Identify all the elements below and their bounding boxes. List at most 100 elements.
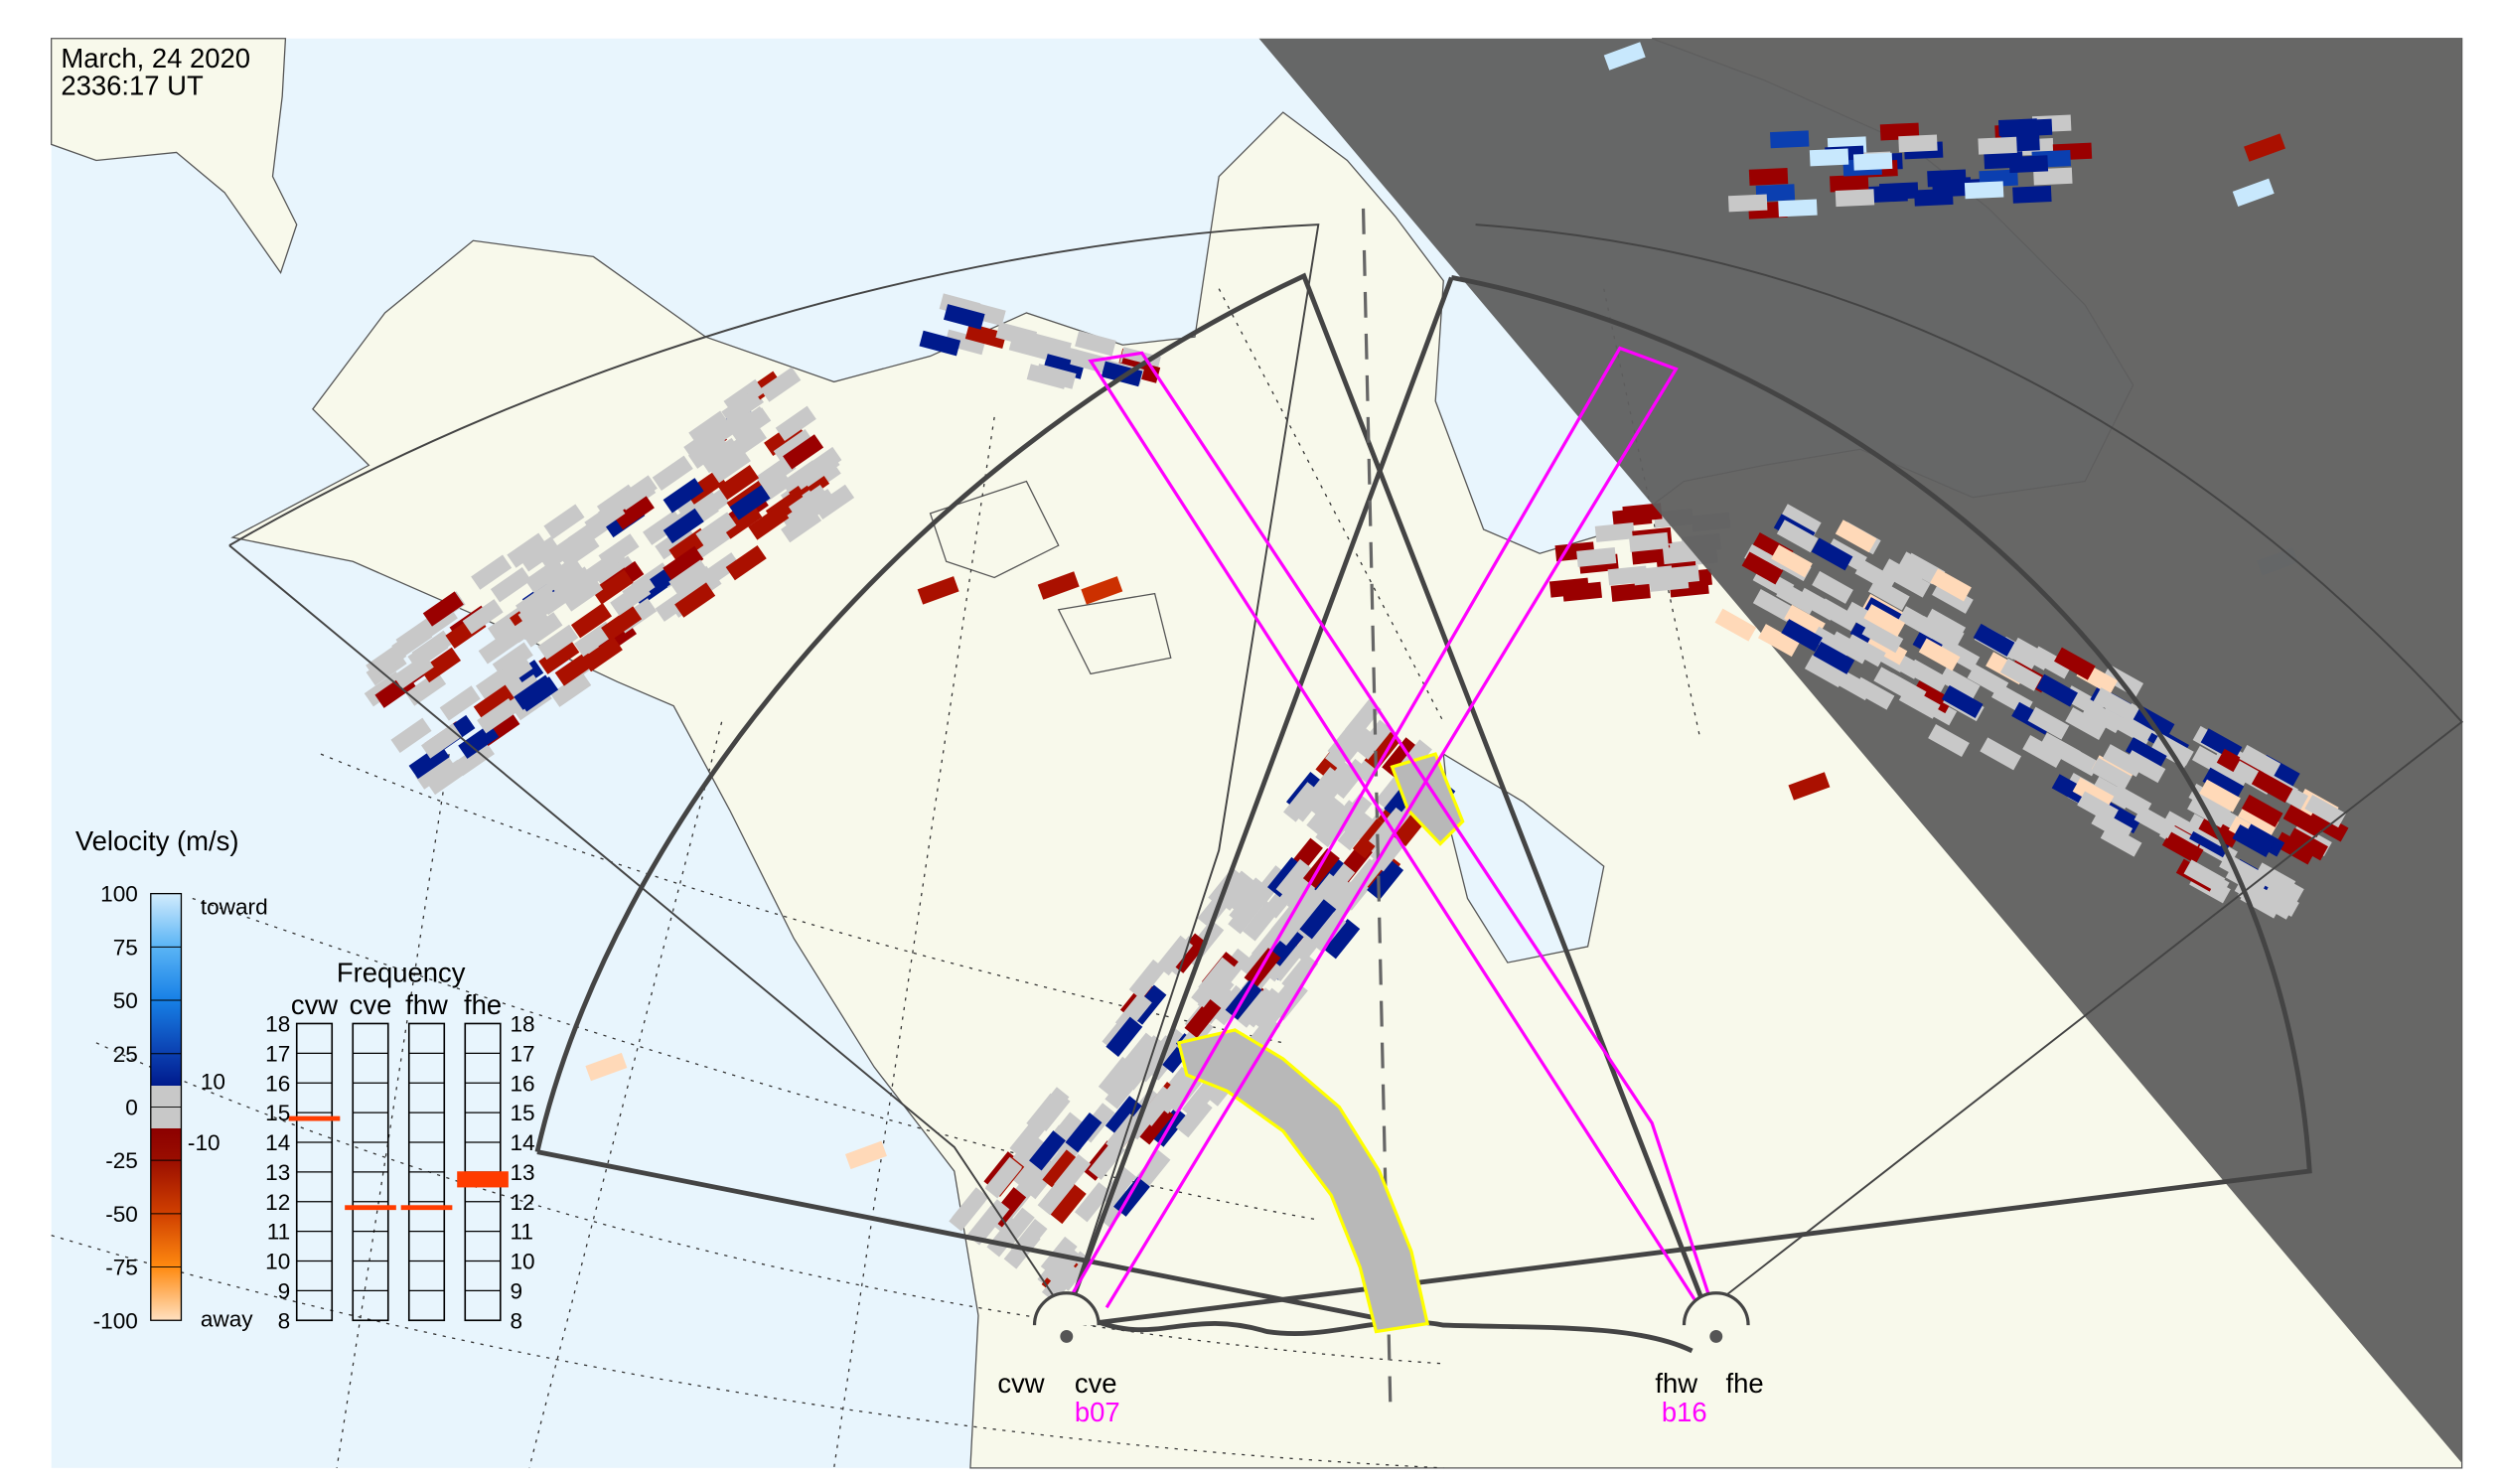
scatter-cell	[521, 612, 563, 648]
scatter-cell	[2134, 806, 2176, 839]
scatter-cell	[1228, 894, 1265, 935]
scatter-cell	[1049, 1183, 1087, 1225]
scatter-cell	[1105, 1016, 1143, 1057]
scatter-cell	[1306, 795, 1344, 835]
scatter-cell	[1881, 558, 1923, 592]
scatter-cell	[709, 447, 751, 484]
scatter-cell	[1181, 1079, 1219, 1119]
scatter-cell	[1898, 685, 1941, 719]
scatter-cell	[964, 300, 1006, 327]
scatter-cell	[1914, 188, 1954, 207]
frequency-tick-left: 16	[265, 1071, 290, 1096]
scatter-cell	[2161, 830, 2204, 864]
station-label-cve: cve	[1075, 1368, 1117, 1399]
fh-fov-edge	[1064, 276, 1454, 1317]
velocity-legend: Velocity (m/s) 100 75 50 25 0 -25 -50 -75 -100 t…	[75, 825, 268, 1333]
scatter-cell	[1784, 604, 1826, 638]
scatter-cell	[1776, 519, 1819, 553]
scatter-cell	[1964, 181, 2004, 200]
radar-scatter-cells	[364, 293, 2298, 1302]
scatter-cell	[1918, 638, 1961, 671]
scatter-cell	[2232, 824, 2275, 858]
cv-fov-thin	[228, 223, 1320, 1316]
scatter-cell	[1788, 772, 1831, 801]
scatter-cell	[1184, 997, 1222, 1038]
scatter-cell	[1594, 522, 1635, 542]
scatter-cell	[2093, 687, 2135, 721]
scatter-cell	[2008, 155, 2049, 174]
station-label-fhw: fhw	[1655, 1368, 1697, 1399]
scatter-cell	[1714, 608, 1757, 642]
fh-fov-thin	[1475, 223, 2464, 1317]
scatter-cell	[1770, 130, 1810, 149]
scatter-cell	[1133, 1149, 1171, 1190]
scatter-cell	[952, 1187, 989, 1228]
scatter-cell	[1852, 152, 1893, 171]
scatter-cell	[414, 754, 457, 790]
scatter-cell	[390, 717, 432, 753]
scatter-cell	[405, 670, 447, 706]
scatter-cell	[2012, 118, 2053, 137]
scatter-cell	[601, 605, 643, 642]
scatter-cell	[1136, 1105, 1174, 1145]
scatter-cell	[2039, 732, 2081, 766]
scatter-cell	[972, 1199, 1010, 1240]
scatter-cell	[1037, 1175, 1075, 1216]
frequency-tick-left: 17	[265, 1041, 290, 1066]
frequency-tick-left: 11	[267, 1220, 290, 1245]
scatter-cell	[1757, 624, 1800, 658]
station-cv	[1032, 1291, 1101, 1343]
scatter-cell	[1282, 889, 1320, 930]
scatter-cell	[1105, 1113, 1143, 1154]
scatter-cell	[539, 535, 581, 571]
scatter-cell	[781, 507, 822, 543]
frequency-tick-right: 15	[510, 1101, 534, 1125]
scatter-cell	[2240, 885, 2282, 919]
scatter-cell	[1030, 333, 1072, 359]
scatter-cell	[1603, 42, 1646, 71]
frequency-tick-left: 8	[278, 1308, 291, 1333]
scatter-cell	[1138, 1086, 1176, 1126]
scatter-cell	[2054, 647, 2096, 680]
scatter-cell	[1032, 1087, 1070, 1127]
scatter-cell	[517, 676, 559, 712]
scatter-cell	[718, 464, 760, 501]
cv-fov-thick	[534, 272, 1710, 1317]
scatter-cell	[1548, 577, 1590, 598]
scatter-cell	[1922, 614, 1965, 648]
scatter-cell	[2244, 133, 2285, 162]
frequency-title: Frequency	[337, 957, 466, 987]
scatter-cell	[1128, 959, 1166, 1000]
scatter-cell	[2199, 779, 2241, 813]
frequency-tick-left: 9	[278, 1278, 291, 1303]
scatter-cell	[1779, 504, 1822, 537]
scatter-cell	[2232, 178, 2275, 208]
scatter-cell	[1081, 576, 1123, 605]
scatter-cell	[1973, 623, 2015, 657]
scatter-cell	[1037, 571, 1080, 600]
scatter-cell	[2241, 794, 2283, 827]
scatter-cell	[490, 567, 531, 603]
scatter-cell	[1576, 546, 1617, 567]
scatter-cell	[492, 655, 533, 691]
scatter-cell	[1863, 604, 1906, 638]
scatter-cell	[518, 536, 560, 572]
beam-label-b16: b16	[1662, 1397, 1707, 1427]
scatter-cell	[755, 455, 797, 491]
scatter-cell	[1323, 919, 1361, 960]
scatter-cell	[1074, 1182, 1111, 1223]
scatter-cell	[1114, 992, 1152, 1033]
scatter-cell	[1612, 507, 1653, 527]
scatter-cell	[2202, 767, 2245, 801]
station-fh-dot	[1709, 1329, 1723, 1343]
date-label: March, 24 2020	[61, 43, 250, 74]
scatter-cell	[1156, 935, 1194, 976]
scatter-cell	[668, 559, 710, 595]
scatter-cell	[844, 1140, 887, 1170]
frequency-tick-right: 16	[510, 1071, 534, 1096]
scatter-cell	[1075, 330, 1116, 357]
scatter-cell	[2099, 704, 2141, 738]
frequency-radar-label: fhe	[464, 989, 502, 1020]
scatter-cell	[425, 759, 467, 796]
